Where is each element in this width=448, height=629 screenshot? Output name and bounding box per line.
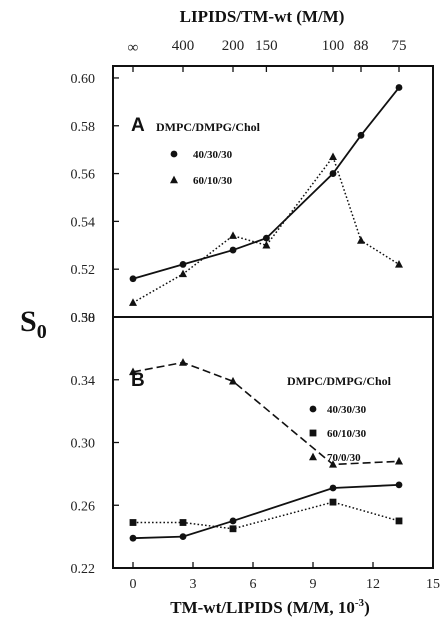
panel-a-data-point xyxy=(357,131,365,139)
panel-a-data-point xyxy=(395,84,403,91)
panel-a-data-point xyxy=(395,260,403,268)
panel-b-series xyxy=(129,358,403,542)
panel-b-data-point xyxy=(179,533,187,541)
panel-a-data-point xyxy=(263,234,270,242)
panel-b-data-point xyxy=(229,376,237,385)
panel-a-data-point xyxy=(329,152,337,161)
panel-b-data-point xyxy=(395,481,403,489)
panel-b-data-point xyxy=(229,517,237,525)
panel-a-y-ticks: 0.50 0.52 0.54 0.56 0.58 0.60 xyxy=(71,72,119,326)
panel-b-legend-entry: 70/0/30 xyxy=(327,452,361,464)
top-tick-label: 100 xyxy=(322,38,345,54)
top-tick-label: 150 xyxy=(255,38,278,54)
panel-b-data-point xyxy=(129,367,137,376)
panel-b-data-point xyxy=(129,534,137,542)
y-axis-label-sub: 0 xyxy=(37,321,47,343)
panel-b-series-line-0 xyxy=(132,483,400,540)
panel-b-legend: 40/30/30 60/10/30 70/0/30 xyxy=(309,404,367,464)
panel-a-y-tick-label: 0.58 xyxy=(71,120,96,135)
top-tick-label: 400 xyxy=(172,38,195,54)
x-tick-label: 0 xyxy=(130,577,137,592)
panel-a-data-point xyxy=(229,231,237,239)
panel-b-legend-marker xyxy=(309,429,317,437)
x-tick-label: 12 xyxy=(366,577,380,592)
panel-b-data-point xyxy=(329,484,337,492)
panel-a-legend-title: DMPC/DMPG/Chol xyxy=(156,120,261,134)
panel-a: 0.50 0.52 0.54 0.56 0.58 0.60 A DMPC/DMPG/Cho… xyxy=(71,72,403,326)
panel-b-y-ticks: 0.22 0.26 0.30 0.34 0.38 xyxy=(71,311,119,577)
y-axis-label-main: S xyxy=(20,305,37,338)
panel-a-data-point xyxy=(179,269,187,278)
panel-b-frame xyxy=(112,316,434,569)
x-tick-label: 3 xyxy=(190,577,197,592)
panel-b-x-ticks: 0 3 6 9 12 15 xyxy=(130,562,440,592)
panel-a-y-tick-label: 0.50 xyxy=(71,311,96,326)
panel-b-series-line-1 xyxy=(133,501,400,530)
panel-a-data-point xyxy=(229,246,237,254)
panel-b-data-point xyxy=(329,460,337,468)
top-tick-label: 200 xyxy=(222,38,245,54)
panel-a-series xyxy=(129,84,403,306)
panel-b-y-tick-label: 0.26 xyxy=(71,499,96,514)
panel-b-data-point xyxy=(395,456,403,465)
panel-b-y-tick-label: 0.34 xyxy=(71,374,96,389)
panel-a-legend-entry: 40/30/30 xyxy=(193,149,233,161)
panel-b-data-point xyxy=(179,519,187,526)
panel-a-frame xyxy=(112,65,434,318)
top-tick-label: 75 xyxy=(392,38,407,54)
panel-b-data-point xyxy=(395,517,403,525)
panel-a-legend-marker xyxy=(170,150,178,158)
y-axis-label: S0 xyxy=(20,305,47,343)
panel-a-letter: A xyxy=(131,115,145,136)
x-tick-label: 6 xyxy=(250,577,257,592)
panel-b-letter: B xyxy=(131,370,145,391)
panel-b-data-point xyxy=(329,498,337,506)
panel-a-data-point xyxy=(179,261,187,268)
panel-a-y-tick-label: 0.52 xyxy=(71,263,96,278)
panel-b-legend-title: DMPC/DMPG/Chol xyxy=(287,374,392,388)
panel-a-y-tick-label: 0.60 xyxy=(71,72,96,87)
panel-b-data-point xyxy=(129,519,137,526)
x-axis-title-exponent: -3 xyxy=(355,597,365,609)
x-axis-title: TM-wt/LIPIDS (M/M, 10-3) xyxy=(170,597,369,617)
top-axis-title: LIPIDS/TM-wt (M/M) xyxy=(180,7,345,26)
panel-a-legend-entry: 60/10/30 xyxy=(193,175,233,187)
panel-a-y-tick-label: 0.56 xyxy=(71,168,96,183)
panel-b-data-point xyxy=(229,525,237,533)
top-axis-ticks: ∞ 400 200 150 100 88 75 xyxy=(128,38,407,72)
panel-b-y-tick-label: 0.30 xyxy=(71,437,96,452)
x-tick-label: 9 xyxy=(310,577,317,592)
panel-a-data-point xyxy=(129,298,137,306)
panel-a-legend-marker xyxy=(170,175,178,184)
panel-a-data-point xyxy=(262,240,271,249)
panel-b-series-line-2 xyxy=(132,361,400,466)
x-axis-title-text: TM-wt/LIPIDS (M/M, 10 xyxy=(170,598,355,617)
panel-b-y-tick-label: 0.22 xyxy=(71,562,96,577)
panel-a-y-tick-label: 0.54 xyxy=(71,215,96,230)
top-tick-label: ∞ xyxy=(128,40,139,56)
panel-b-legend-marker xyxy=(309,405,317,413)
top-tick-label: 88 xyxy=(354,38,369,54)
panel-b-legend-entry: 60/10/30 xyxy=(327,428,367,440)
panel-b-data-point xyxy=(179,358,187,366)
x-axis-title-end: ) xyxy=(364,598,370,617)
panel-b-y-tick-label: 0.38 xyxy=(71,311,96,326)
panel-a-data-point xyxy=(357,236,365,244)
panel-b-legend-marker xyxy=(309,452,317,461)
panel-a-data-point xyxy=(129,275,137,283)
panel-b-legend-entry: 40/30/30 xyxy=(327,404,367,416)
x-tick-label: 15 xyxy=(426,577,440,592)
panel-a-data-point xyxy=(329,170,337,177)
panel-b: 0.22 0.26 0.30 0.34 0.38 0 3 6 9 12 15 B DMPC/DMP… xyxy=(71,311,441,592)
panel-a-legend: 40/30/30 60/10/30 xyxy=(170,149,233,187)
